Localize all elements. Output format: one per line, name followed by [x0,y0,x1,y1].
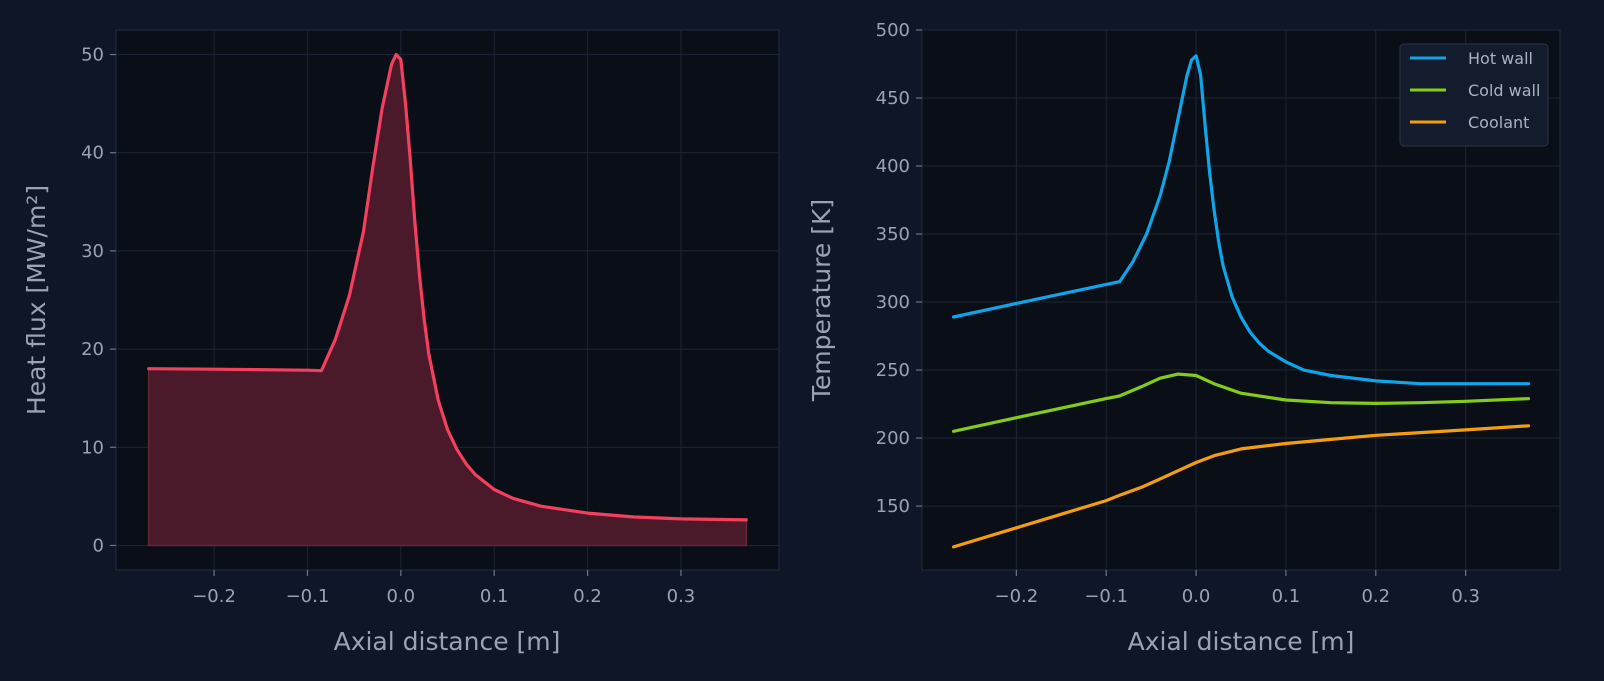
heat-flux-x-axis-label: Axial distance [m] [334,627,561,656]
heat-flux-y-tick-label: 0 [93,535,104,556]
temperature-x-tick-label: 0.3 [1451,586,1480,607]
temperature-y-tick-label: 250 [876,360,910,381]
heat-flux-y-axis-label: Heat flux [MW/m²] [22,185,51,415]
temperature-x-tick-label: 0.1 [1272,586,1301,607]
temperature-y-tick-label: 300 [876,292,910,313]
heat-flux-x-ticks: −0.2 −0.1 0.0 0.1 0.2 0.3 [192,570,695,607]
temperature-x-tick-label: 0.2 [1361,586,1390,607]
coolant-line [951,424,1531,549]
heat-flux-line [147,52,748,522]
heat-flux-chart: −0.2 −0.1 0.0 0.1 0.2 0.3 0 10 20 30 40 50 Axial d… [22,29,780,656]
legend-label-hot-wall: Hot wall [1468,49,1533,68]
heat-flux-y-tick-label: 40 [81,143,104,164]
legend: Hot wall Cold wall Coolant [1399,43,1549,147]
heat-flux-x-tick-label: −0.2 [192,586,236,607]
heat-flux-x-tick-label: 0.2 [573,586,602,607]
heat-flux-x-tick-label: 0.1 [480,586,509,607]
legend-label-cold-wall: Cold wall [1468,81,1540,100]
temperature-y-tick-label: 450 [876,88,910,109]
hot-wall-line [951,54,1531,386]
heat-flux-y-tick-label: 10 [81,437,104,458]
cold-wall-line [951,372,1531,433]
heat-flux-x-tick-label: 0.0 [386,586,415,607]
temperature-chart: −0.2 −0.1 0.0 0.1 0.2 0.3 150 200 250 300 350 400 4… [807,20,1561,656]
legend-label-coolant: Coolant [1468,113,1529,132]
temperature-y-tick-label: 400 [876,156,910,177]
heat-flux-y-tick-label: 30 [81,241,104,262]
heat-flux-series [147,52,748,547]
heat-flux-y-ticks: 0 10 20 30 40 50 [81,45,116,556]
temperature-x-tick-label: 0.0 [1182,586,1211,607]
temperature-y-tick-label: 150 [876,496,910,517]
temperature-y-axis-label: Temperature [K] [807,199,836,402]
temperature-y-tick-label: 500 [876,20,910,41]
heat-flux-y-tick-label: 20 [81,339,104,360]
heat-flux-y-tick-label: 50 [81,45,104,66]
temperature-x-ticks: −0.2 −0.1 0.0 0.1 0.2 0.3 [994,570,1480,607]
temperature-x-axis-label: Axial distance [m] [1128,627,1355,656]
temperature-x-tick-label: −0.1 [1084,586,1128,607]
temperature-grid [922,29,1560,570]
heat-flux-x-tick-label: 0.3 [667,586,696,607]
temperature-y-tick-label: 200 [876,428,910,449]
temperature-series [951,54,1531,549]
temperature-y-tick-label: 350 [876,224,910,245]
heat-flux-x-tick-label: −0.1 [286,586,330,607]
temperature-x-tick-label: −0.2 [994,586,1038,607]
temperature-y-ticks: 150 200 250 300 350 400 450 500 [876,20,922,517]
